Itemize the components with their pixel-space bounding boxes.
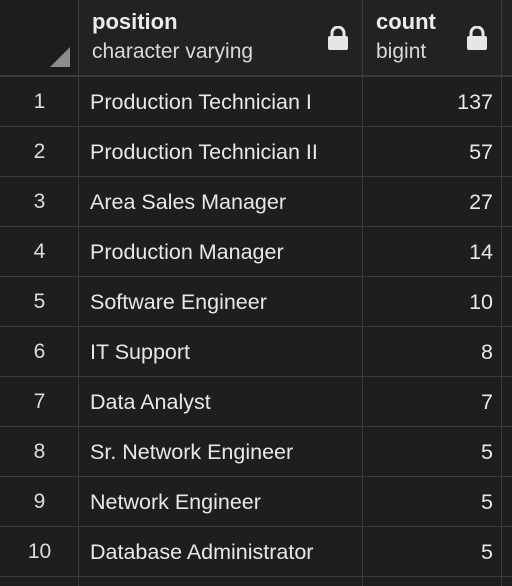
count-value: 57 — [469, 140, 493, 164]
table-row[interactable]: 10 Database Administrator 5 — [0, 527, 512, 577]
table-row[interactable]: 5 Software Engineer 10 — [0, 277, 512, 327]
table-row[interactable]: 2 Production Technician II 57 — [0, 127, 512, 177]
count-cell[interactable]: 57 — [363, 127, 502, 177]
position-value: Production Technician II — [90, 140, 318, 164]
row-filler — [502, 427, 512, 477]
row-filler — [502, 77, 512, 127]
count-value: 7 — [481, 390, 493, 414]
row-number-cell[interactable]: 3 — [0, 177, 79, 227]
position-cell[interactable]: Network Engineer — [79, 477, 363, 527]
count-value: 5 — [481, 540, 493, 564]
position-value: Software Engineer — [90, 290, 267, 314]
count-cell[interactable]: 5 — [363, 477, 502, 527]
position-value: Production Technician I — [90, 90, 312, 114]
position-cell[interactable]: Production Technician II — [79, 127, 363, 177]
select-all-corner[interactable] — [0, 0, 79, 76]
lock-icon — [467, 26, 487, 50]
column-header-position[interactable]: position character varying — [79, 0, 363, 76]
position-value: Data Analyst — [90, 390, 211, 414]
column-type: bigint — [376, 40, 427, 63]
row-number: 4 — [33, 240, 46, 263]
row-number-cell — [0, 577, 79, 586]
position-value: Sr. Network Engineer — [90, 440, 294, 464]
row-filler — [502, 527, 512, 577]
row-number: 7 — [33, 390, 46, 413]
count-value: 10 — [469, 290, 493, 314]
position-cell[interactable]: Sr. Network Engineer — [79, 427, 363, 477]
row-number-cell[interactable]: 8 — [0, 427, 79, 477]
row-number: 8 — [33, 440, 46, 463]
row-number: 6 — [33, 340, 46, 363]
row-filler — [502, 127, 512, 177]
count-value: 8 — [481, 340, 493, 364]
row-number: 1 — [33, 90, 46, 113]
row-number: 2 — [33, 140, 46, 163]
table-row[interactable]: 8 Sr. Network Engineer 5 — [0, 427, 512, 477]
position-value: Area Sales Manager — [90, 190, 286, 214]
row-number: 5 — [33, 290, 46, 313]
table-row[interactable]: 4 Production Manager 14 — [0, 227, 512, 277]
table-row-partial — [0, 577, 512, 586]
table-row[interactable]: 9 Network Engineer 5 — [0, 477, 512, 527]
count-cell — [363, 577, 502, 586]
row-filler — [502, 577, 512, 586]
table-row[interactable]: 7 Data Analyst 7 — [0, 377, 512, 427]
count-value: 14 — [469, 240, 493, 264]
column-header-count[interactable]: count bigint — [363, 0, 502, 76]
position-value: Database Administrator — [90, 540, 314, 564]
row-filler — [502, 277, 512, 327]
row-filler — [502, 477, 512, 527]
position-cell — [79, 577, 363, 586]
row-number: 3 — [33, 190, 46, 213]
count-value: 27 — [469, 190, 493, 214]
table-row[interactable]: 6 IT Support 8 — [0, 327, 512, 377]
header-filler — [502, 0, 512, 76]
position-cell[interactable]: Data Analyst — [79, 377, 363, 427]
count-cell[interactable]: 10 — [363, 277, 502, 327]
row-filler — [502, 227, 512, 277]
position-cell[interactable]: IT Support — [79, 327, 363, 377]
row-number-cell[interactable]: 1 — [0, 77, 79, 127]
row-number-cell[interactable]: 7 — [0, 377, 79, 427]
row-number-cell[interactable]: 2 — [0, 127, 79, 177]
count-cell[interactable]: 5 — [363, 527, 502, 577]
count-cell[interactable]: 14 — [363, 227, 502, 277]
row-number: 9 — [33, 490, 46, 513]
row-number-cell[interactable]: 9 — [0, 477, 79, 527]
count-cell[interactable]: 5 — [363, 427, 502, 477]
row-number-cell[interactable]: 5 — [0, 277, 79, 327]
lock-icon — [328, 26, 348, 50]
row-number: 10 — [27, 540, 52, 563]
position-cell[interactable]: Production Technician I — [79, 77, 363, 127]
count-value: 137 — [457, 90, 493, 114]
column-type: character varying — [92, 40, 254, 63]
position-cell[interactable]: Software Engineer — [79, 277, 363, 327]
position-cell[interactable]: Production Manager — [79, 227, 363, 277]
row-filler — [502, 377, 512, 427]
count-value: 5 — [481, 440, 493, 464]
header-row: position character varying count bigint — [0, 0, 512, 77]
column-name: count — [376, 9, 436, 34]
row-filler — [502, 327, 512, 377]
row-number-cell[interactable]: 4 — [0, 227, 79, 277]
count-value: 5 — [481, 490, 493, 514]
row-filler — [502, 177, 512, 227]
count-cell[interactable]: 137 — [363, 77, 502, 127]
position-value: Network Engineer — [90, 490, 261, 514]
table-row[interactable]: 1 Production Technician I 137 — [0, 77, 512, 127]
count-cell[interactable]: 7 — [363, 377, 502, 427]
position-value: Production Manager — [90, 240, 284, 264]
position-value: IT Support — [90, 340, 190, 364]
count-cell[interactable]: 27 — [363, 177, 502, 227]
select-all-triangle-icon — [50, 47, 70, 67]
row-number-cell[interactable]: 6 — [0, 327, 79, 377]
column-name: position — [92, 9, 178, 34]
table-row[interactable]: 3 Area Sales Manager 27 — [0, 177, 512, 227]
position-cell[interactable]: Area Sales Manager — [79, 177, 363, 227]
count-cell[interactable]: 8 — [363, 327, 502, 377]
position-cell[interactable]: Database Administrator — [79, 527, 363, 577]
row-number-cell[interactable]: 10 — [0, 527, 79, 577]
